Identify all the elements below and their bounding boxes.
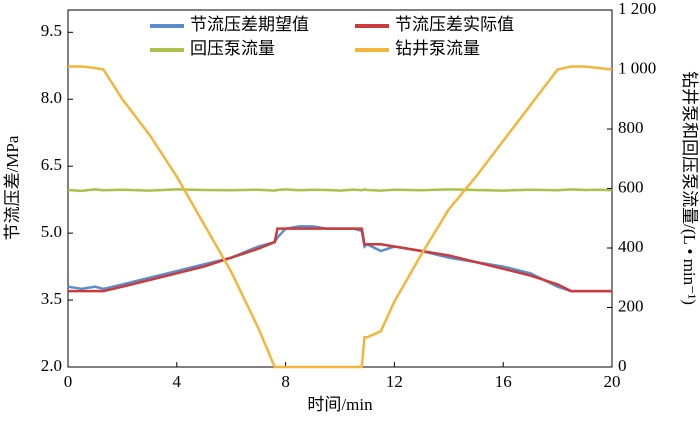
y2-tick-label: 1 000 [618,58,656,77]
legend-label: 节流压差实际值 [395,15,514,34]
legend-label: 节流压差期望值 [190,15,309,34]
x-tick-label: 4 [173,372,182,391]
legend-label: 回压泵流量 [190,39,275,58]
x-tick-label: 12 [386,372,403,391]
y-tick-label: 9.5 [41,21,62,40]
series-line [67,188,613,193]
y2-tick-label: 0 [618,356,627,375]
y2-tick-label: 800 [618,118,644,137]
x-tick-label: 0 [64,372,73,391]
y-tick-label: 2.0 [41,356,62,375]
x-tick-label: 20 [604,372,621,391]
y-tick-label: 5.0 [41,222,62,241]
y2-tick-label: 200 [618,296,644,315]
y2-tick-label: 400 [618,237,644,256]
legend-label: 钻井泵流量 [395,39,480,58]
y2-tick-label: 1 200 [618,0,656,18]
series-line [68,227,612,293]
y-axis-label: 节流压差/MPa [3,135,22,240]
y-tick-label: 8.0 [41,88,62,107]
x-tick-label: 8 [281,372,290,391]
series-line [68,65,613,369]
y2-axis-label: 钻井泵和回压泵流量/(L • min⁻¹) [680,71,699,305]
series-line [67,225,612,293]
x-axis-label: 时间/min [307,395,373,414]
x-tick-label: 16 [495,372,512,391]
y2-tick-label: 600 [618,177,644,196]
y-tick-label: 6.5 [41,155,62,174]
y-tick-label: 3.5 [41,289,62,308]
